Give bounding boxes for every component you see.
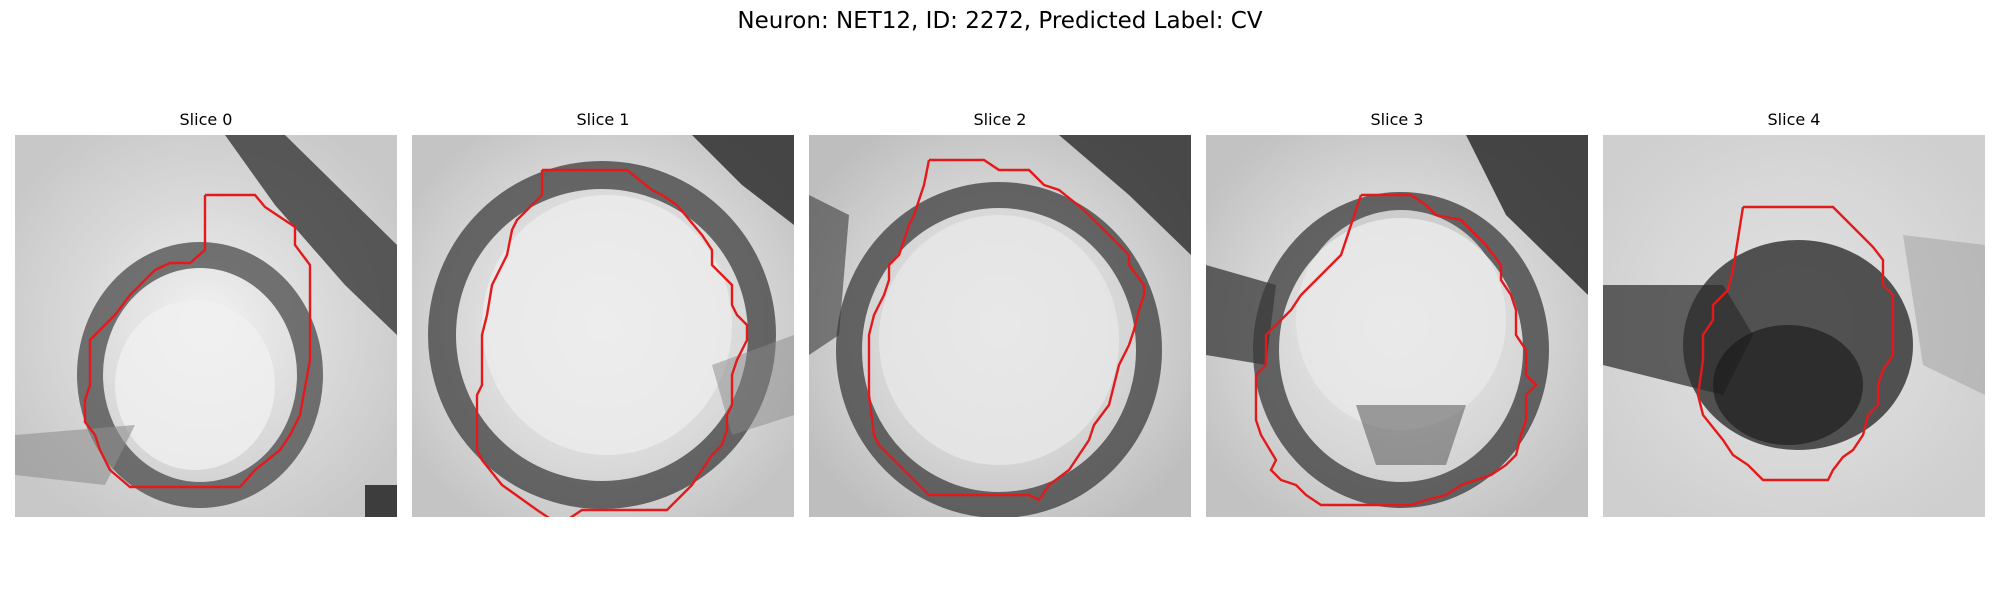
slice-panel-1: Slice 1 [412,108,794,517]
roi-contour [1696,205,1895,482]
slice-image [412,135,794,517]
slice-image [15,135,397,517]
slice-title: Slice 0 [179,110,233,129]
slice-panel-0: Slice 0 [15,108,397,517]
slice-panel-4: Slice 4 [1603,108,1985,517]
slice-title: Slice 2 [973,110,1027,129]
roi-contour [475,168,749,517]
roi-contour [83,193,312,489]
slice-title: Slice 3 [1370,110,1424,129]
slice-image [809,135,1191,517]
slice-image [1206,135,1588,517]
slice-panel-2: Slice 2 [809,108,1191,517]
slice-panel-3: Slice 3 [1206,108,1588,517]
roi-contour [1254,193,1538,507]
slice-title: Slice 1 [576,110,630,129]
figure-title: Neuron: NET12, ID: 2272, Predicted Label… [737,8,1263,34]
roi-contour [867,158,1146,502]
slice-image [1603,135,1985,517]
slice-title: Slice 4 [1767,110,1821,129]
